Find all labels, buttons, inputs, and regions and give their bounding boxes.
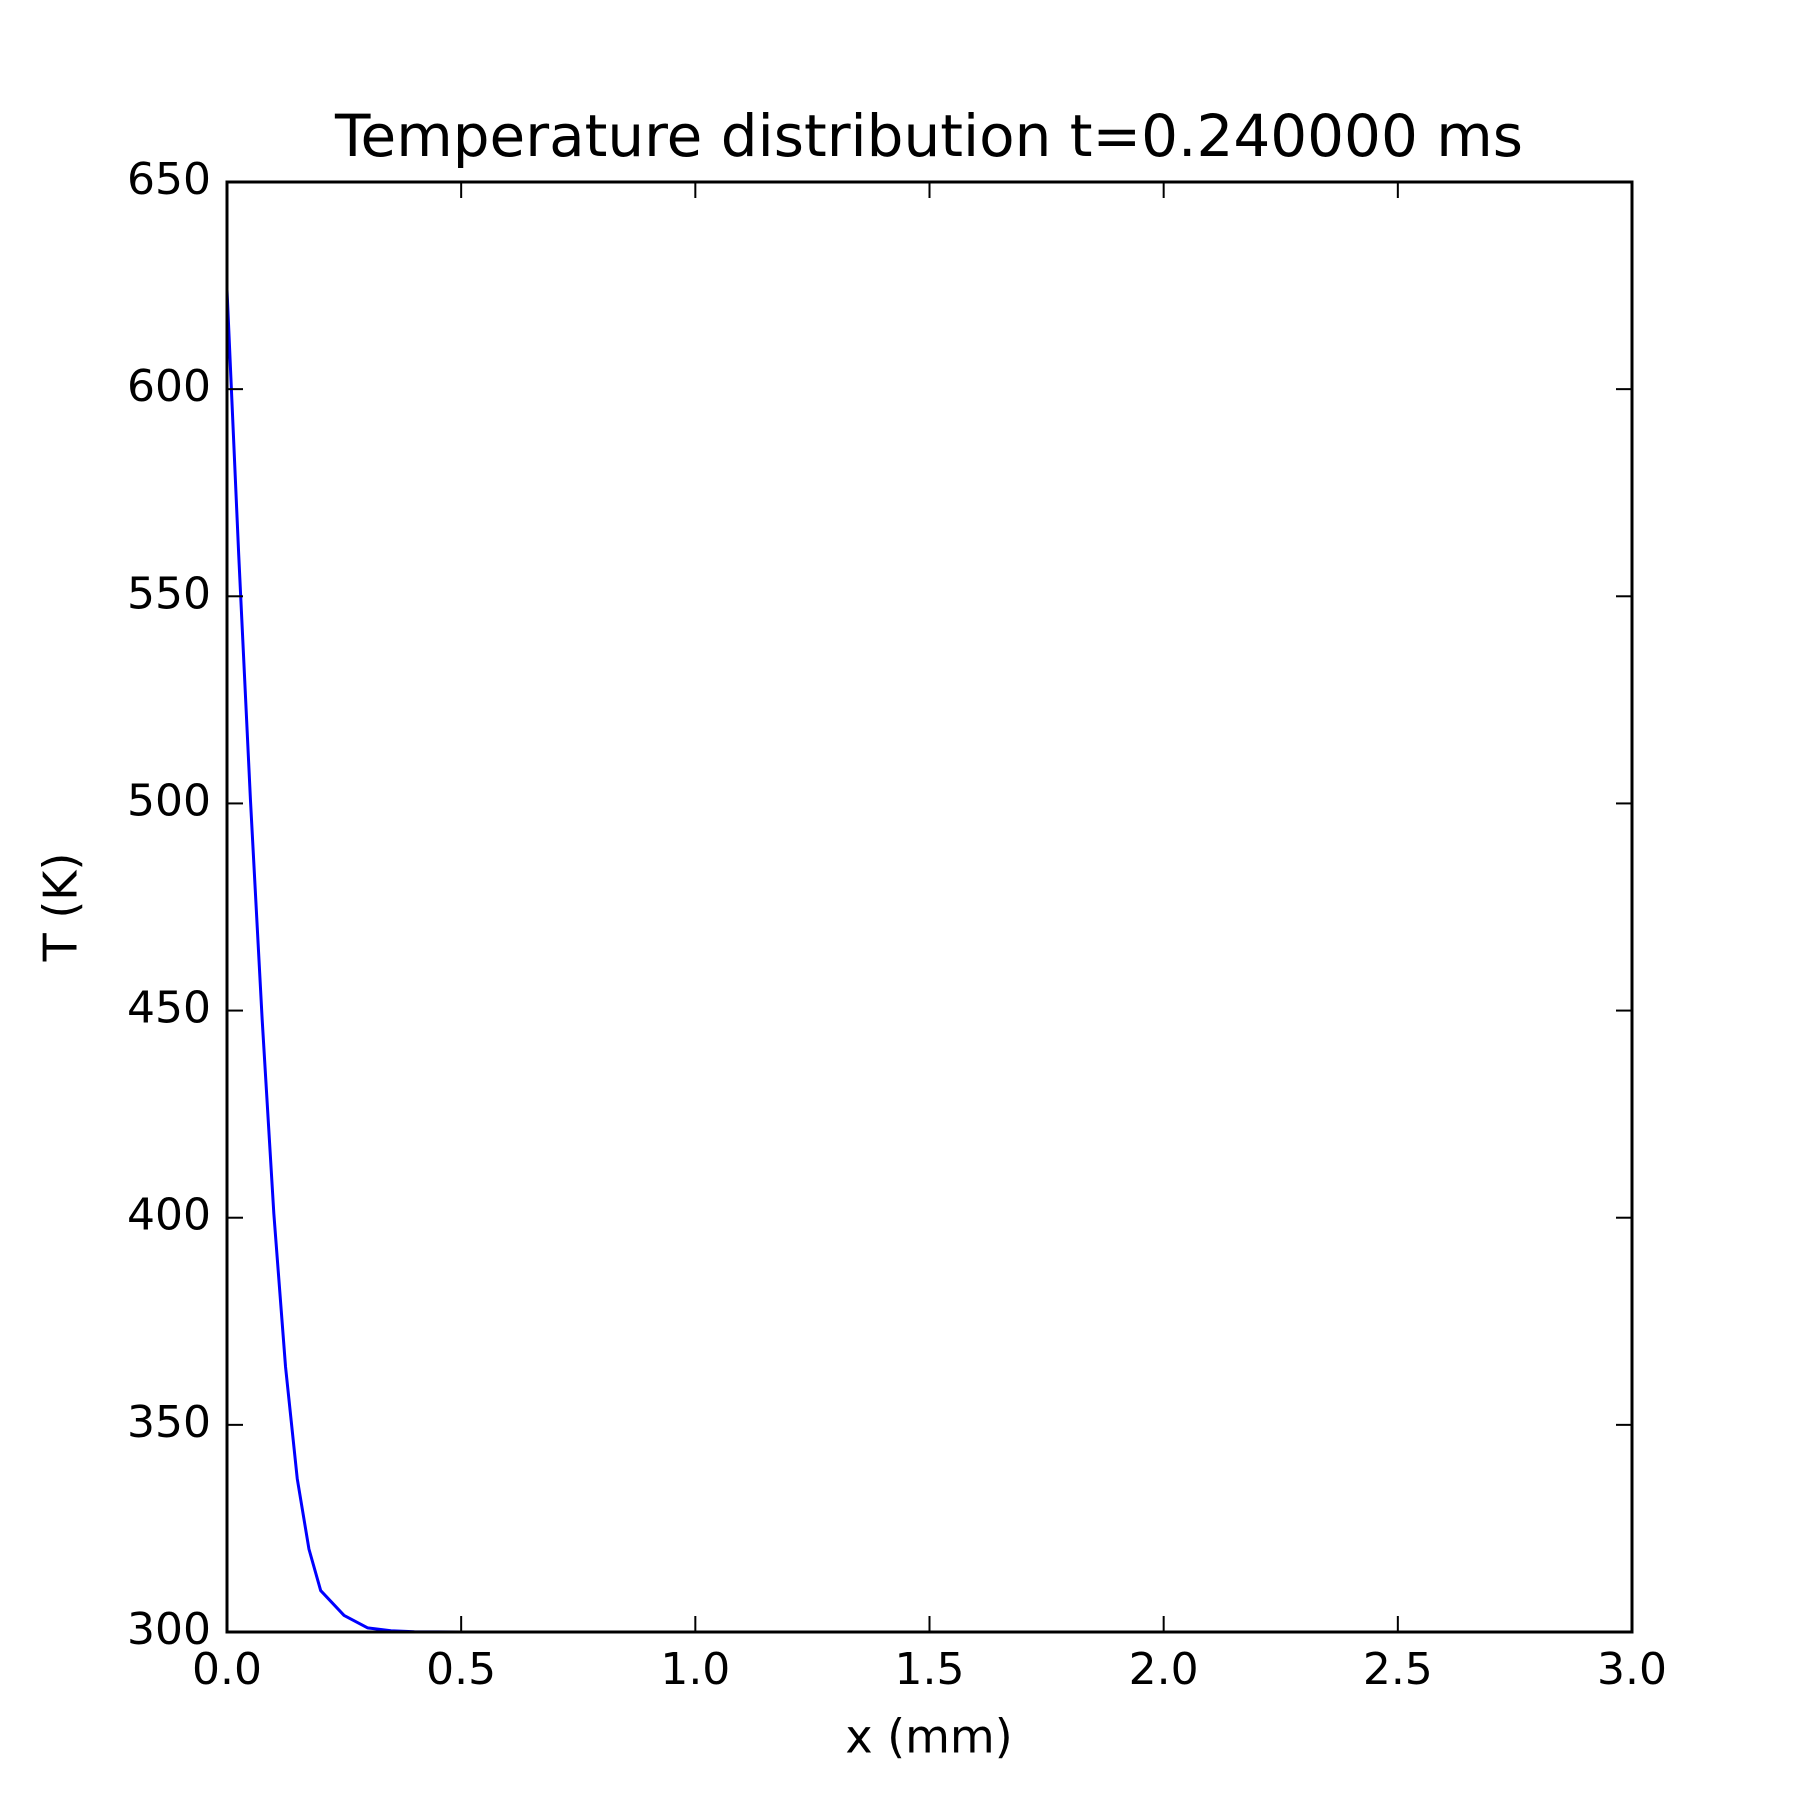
- y-tick-label: 400: [127, 1190, 211, 1241]
- y-tick-label: 650: [127, 154, 211, 205]
- x-tick-label: 2.5: [1363, 1644, 1433, 1695]
- data-line: [225, 289, 1632, 1634]
- y-axis-label: T (K): [34, 853, 88, 963]
- x-tick-label: 3.0: [1597, 1644, 1667, 1695]
- x-axis-label: x (mm): [845, 1710, 1012, 1764]
- y-tick-label: 600: [127, 361, 211, 412]
- plot-frame: [225, 180, 1634, 1634]
- x-tick-label: 0.0: [192, 1644, 262, 1695]
- y-tick-label: 300: [127, 1604, 211, 1655]
- y-tick-label: 550: [127, 568, 211, 619]
- y-tick-label: 350: [127, 1397, 211, 1448]
- x-tick-label: 1.5: [895, 1644, 965, 1695]
- x-tick-label: 2.0: [1129, 1644, 1199, 1695]
- chart-title: Temperature distribution t=0.240000 ms: [334, 102, 1523, 170]
- x-tick-label: 0.5: [426, 1644, 496, 1695]
- y-tick-label: 450: [127, 983, 211, 1034]
- y-tick-label: 500: [127, 775, 211, 826]
- x-tick-label: 1.0: [660, 1644, 730, 1695]
